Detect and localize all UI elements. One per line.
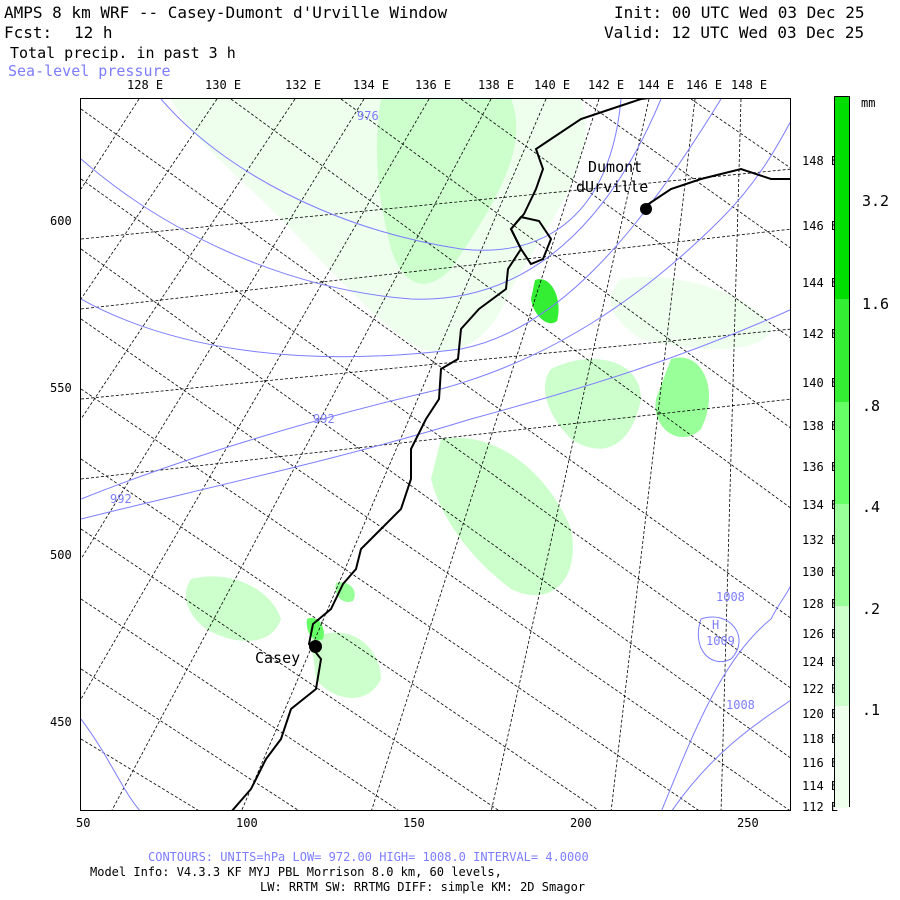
- top-lon-label: 130 E: [205, 78, 242, 92]
- meridian-grid: [81, 99, 790, 810]
- precip-area: [376, 99, 517, 284]
- map-panel: [80, 98, 791, 811]
- top-lon-label: 138 E: [478, 78, 515, 92]
- dumont-label-line2: dUrville: [576, 178, 649, 196]
- legend-swatch-1.6: [835, 299, 849, 402]
- precip-shading: [171, 99, 771, 698]
- x-tick-label: 150: [403, 816, 425, 830]
- isobar-label: 1009: [706, 634, 735, 648]
- y-tick-label: 600: [50, 214, 72, 228]
- right-lon-label: 126 E: [802, 627, 839, 641]
- coastline: [231, 99, 790, 810]
- dumont-station-marker: [640, 203, 652, 215]
- field-name: Total precip. in past 3 h: [10, 44, 236, 62]
- right-lon-label: 120 E: [802, 707, 839, 721]
- casey-station-marker: [309, 640, 322, 653]
- physics-info: LW: RRTM SW: RRTMG DIFF: simple KM: 2D S…: [260, 880, 586, 894]
- isobar-label: 992: [313, 412, 335, 426]
- map-title: AMPS 8 km WRF -- Casey-Dumont d'Urville …: [4, 3, 448, 22]
- x-tick-label: 50: [76, 816, 91, 830]
- legend-label: .4: [862, 498, 881, 516]
- legend-swatch-3.2: [835, 97, 849, 299]
- x-tick-label: 100: [236, 816, 258, 830]
- legend-label: .8: [862, 397, 881, 415]
- legend-unit: mm: [861, 96, 876, 110]
- precip-area: [311, 632, 381, 698]
- right-lon-label: 144 E: [802, 276, 839, 290]
- top-lon-label: 142 E: [588, 78, 625, 92]
- casey-label: Casey: [255, 649, 301, 667]
- precip-area: [335, 582, 355, 602]
- init-time: Init: 00 UTC Wed 03 Dec 25: [614, 3, 865, 22]
- right-lon-label: 140 E: [802, 376, 839, 390]
- precip-area: [655, 357, 710, 438]
- legend-label: 1.6: [862, 295, 890, 313]
- legend-label: 3.2: [862, 192, 890, 210]
- legend-swatch-0.8: [835, 402, 849, 504]
- isobar-label: 992: [110, 492, 132, 506]
- precip-area: [610, 277, 771, 349]
- precip-area: [431, 437, 573, 596]
- y-tick-label: 500: [50, 548, 72, 562]
- top-lon-label: 140 E: [534, 78, 571, 92]
- forecast-hour-value: 12 h: [74, 23, 113, 42]
- top-lon-label: 128 E: [127, 78, 164, 92]
- y-tick-label: 550: [50, 381, 72, 395]
- right-lon-label: 118 E: [802, 732, 839, 746]
- top-lon-label: 134 E: [353, 78, 390, 92]
- top-lon-label: 136 E: [415, 78, 452, 92]
- top-lon-label: 148 E: [731, 78, 768, 92]
- forecast-hour-label: Fcst:: [4, 23, 53, 42]
- map-canvas: [81, 99, 790, 810]
- model-info: Model Info: V4.3.3 KF MYJ PBL Morrison 8…: [90, 865, 502, 879]
- legend-swatch-0.4: [835, 504, 849, 606]
- right-lon-label: 112 E: [802, 800, 839, 814]
- right-lon-label: 148 E: [802, 154, 839, 168]
- precip-area: [544, 359, 641, 449]
- overlay-name: Sea-level pressure: [8, 62, 171, 80]
- isobar-label: 1008: [716, 590, 745, 604]
- x-tick-label: 200: [570, 816, 592, 830]
- right-lon-label: 132 E: [802, 533, 839, 547]
- isobar-label: 976: [357, 109, 379, 123]
- legend-swatch-0.1: [835, 706, 849, 808]
- valid-time: Valid: 12 UTC Wed 03 Dec 25: [604, 23, 865, 42]
- top-lon-label: 144 E: [638, 78, 675, 92]
- legend-label: .1: [862, 701, 881, 719]
- dumont-label-line1: Dumont: [588, 158, 643, 176]
- high-pressure-label: H: [712, 618, 720, 632]
- right-lon-label: 146 E: [802, 219, 839, 233]
- right-lon-label: 142 E: [802, 327, 839, 341]
- parallel-grid: [81, 99, 790, 810]
- right-lon-label: 130 E: [802, 565, 839, 579]
- right-lon-label: 124 E: [802, 655, 839, 669]
- precip-area: [186, 576, 281, 641]
- right-lon-label: 122 E: [802, 682, 839, 696]
- precip-area: [531, 279, 559, 324]
- top-lon-label: 132 E: [285, 78, 322, 92]
- legend-label: .2: [862, 600, 881, 618]
- contours-info: CONTOURS: UNITS=hPa LOW= 972.00 HIGH= 10…: [148, 850, 589, 864]
- legend-colorbar: [834, 96, 850, 808]
- right-lon-label: 114 E: [802, 779, 839, 793]
- right-lon-label: 134 E: [802, 498, 839, 512]
- right-lon-label: 116 E: [802, 756, 839, 770]
- right-lon-label: 138 E: [802, 419, 839, 433]
- y-tick-label: 450: [50, 715, 72, 729]
- right-lon-label: 128 E: [802, 597, 839, 611]
- x-tick-label: 250: [737, 816, 759, 830]
- top-lon-label: 146 E: [686, 78, 723, 92]
- isobar-label: 1008: [726, 698, 755, 712]
- right-lon-label: 136 E: [802, 460, 839, 474]
- legend-swatch-0.2: [835, 606, 849, 706]
